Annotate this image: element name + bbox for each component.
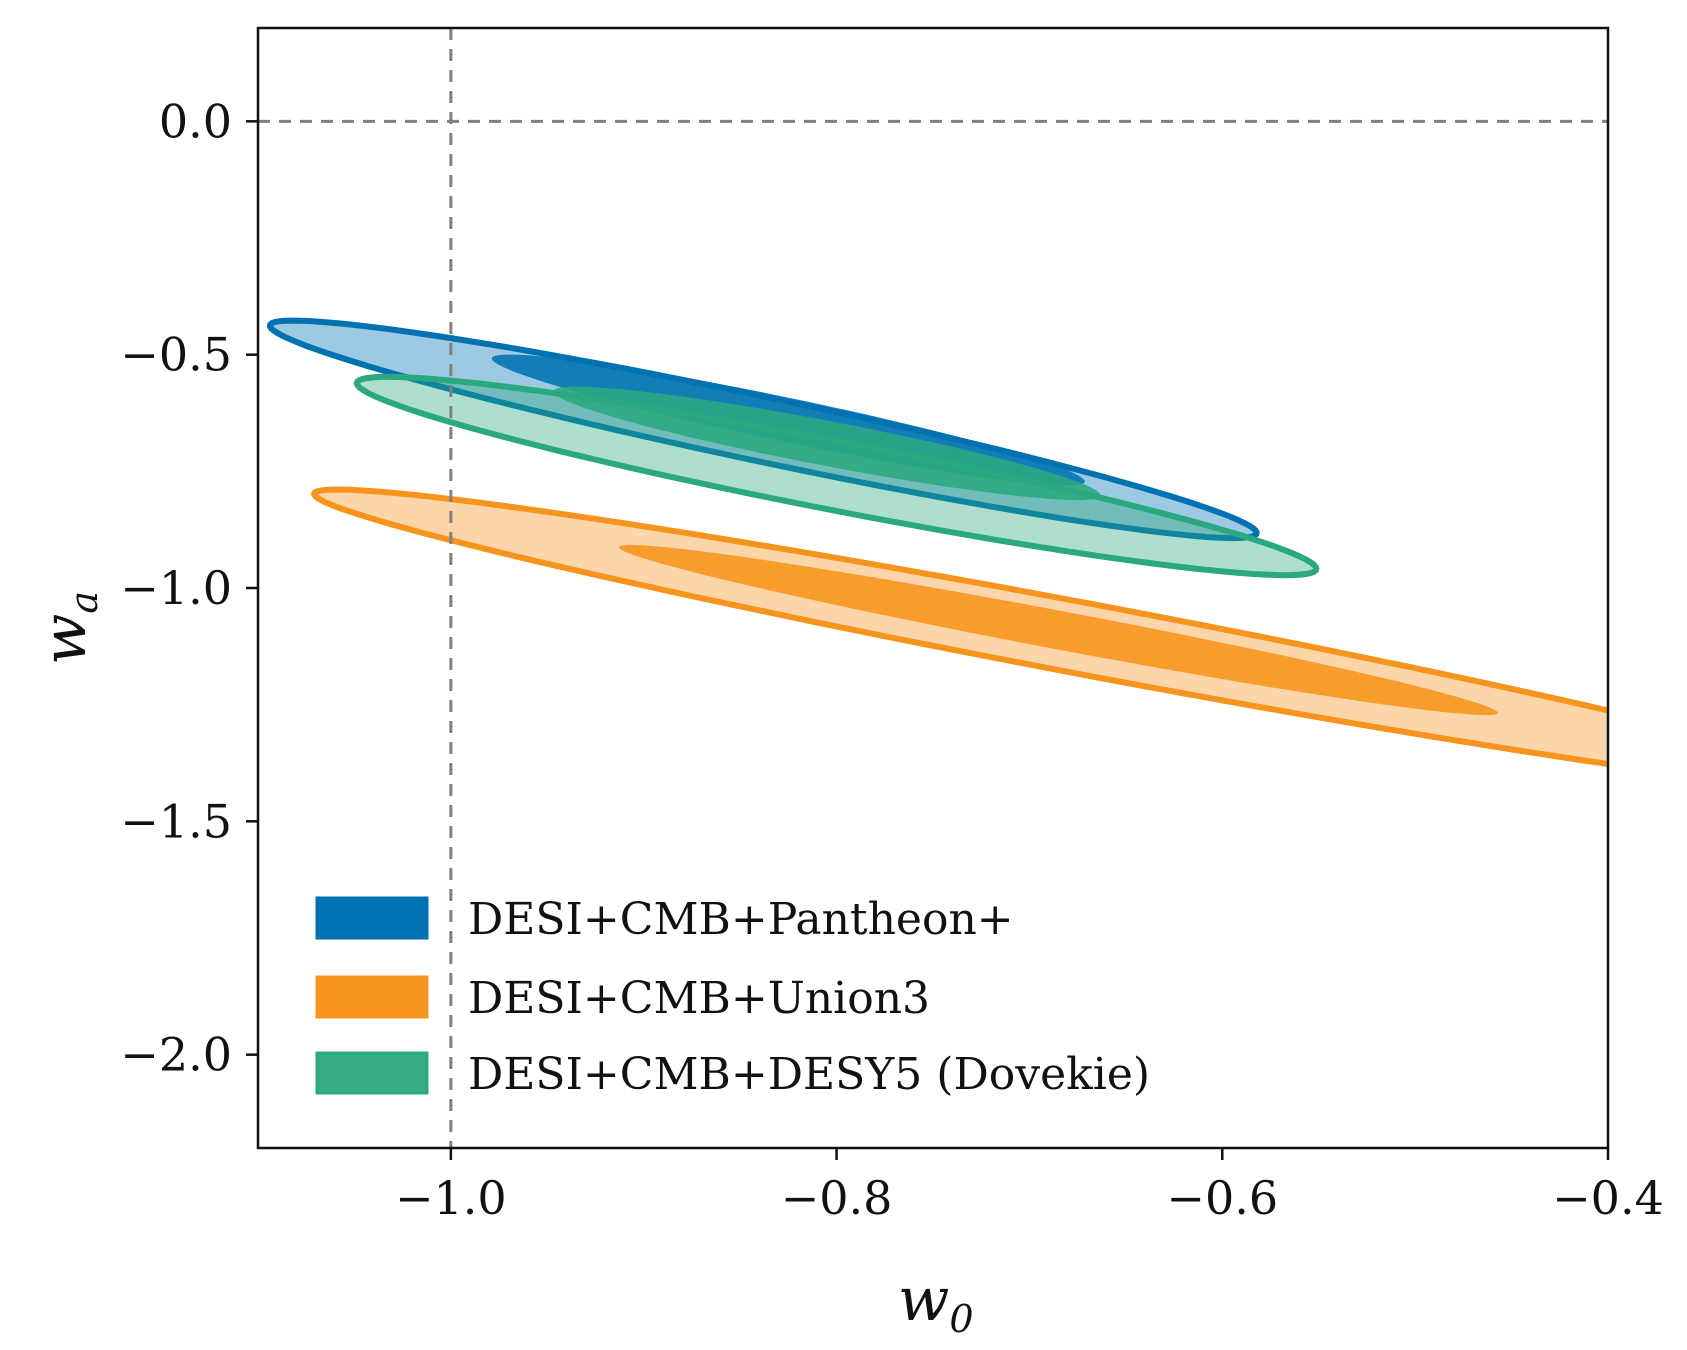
x-axis-label: w0 bbox=[898, 1265, 974, 1341]
contour-inner-desi-cmb-union3 bbox=[618, 544, 1498, 716]
legend-label-union3: DESI+CMB+Union3 bbox=[468, 973, 930, 1024]
reference-lines bbox=[258, 28, 1608, 1148]
legend-swatch-pantheon bbox=[315, 896, 429, 940]
y-axis-label: wa bbox=[30, 591, 106, 665]
legend-swatch-union3 bbox=[315, 975, 429, 1019]
x-tick-label: −0.6 bbox=[1166, 1171, 1278, 1225]
y-tick-label: −0.5 bbox=[120, 328, 232, 382]
legend-label-pantheon: DESI+CMB+Pantheon+ bbox=[468, 894, 1014, 945]
x-tick-label: −0.8 bbox=[781, 1171, 893, 1225]
x-tick-label: −0.4 bbox=[1552, 1171, 1664, 1225]
y-tick-label: −1.5 bbox=[120, 794, 232, 848]
y-axis: 0.0 −0.5 −1.0 −1.5 −2.0 bbox=[120, 94, 258, 1082]
y-tick-label: −2.0 bbox=[120, 1028, 232, 1082]
contour-outline-desi-cmb-union3 bbox=[310, 486, 1608, 767]
contour-outer-desi-cmb-desy5-dovekie bbox=[356, 376, 1317, 576]
legend-label-desy5: DESI+CMB+DESY5 (Dovekie) bbox=[468, 1049, 1150, 1100]
contour-layer bbox=[266, 317, 1608, 767]
contour-outline-desi-cmb-pantheon bbox=[266, 317, 1260, 542]
legend: DESI+CMB+Pantheon+ DESI+CMB+Union3 DESI+… bbox=[315, 894, 1150, 1100]
x-tick-label: −1.0 bbox=[395, 1171, 507, 1225]
x-axis: −1.0 −0.8 −0.6 −0.4 bbox=[395, 1148, 1664, 1225]
contour-outline-desi-cmb-desy5-dovekie bbox=[353, 373, 1320, 579]
y-tick-label: 0.0 bbox=[159, 94, 232, 148]
legend-swatch-desy5 bbox=[315, 1051, 429, 1095]
y-tick-label: −1.0 bbox=[120, 561, 232, 615]
